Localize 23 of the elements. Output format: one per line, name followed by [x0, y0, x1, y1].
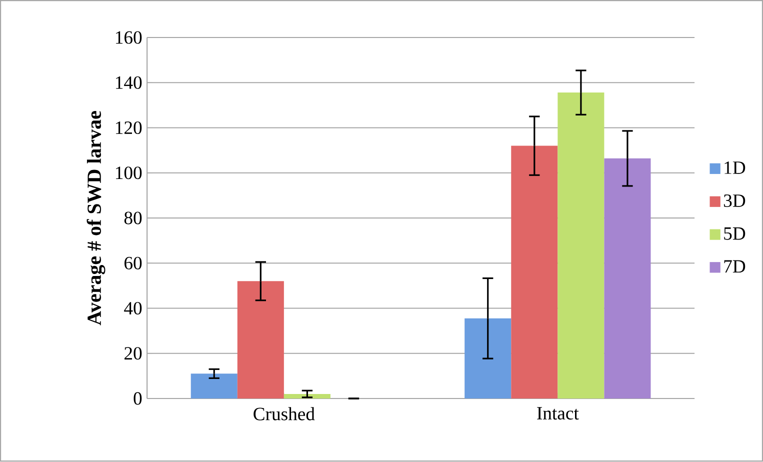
- y-tick-label: 100: [116, 166, 142, 180]
- legend-label: 1D: [724, 162, 746, 174]
- x-tick-label: Intact: [537, 407, 579, 420]
- y-tick-label: 80: [124, 212, 142, 224]
- x-tick-label: Crushed: [254, 407, 315, 421]
- legend-label: 7D: [724, 260, 746, 273]
- legend-label: 5D: [724, 228, 746, 240]
- y-tick-label: 140: [116, 76, 142, 90]
- y-tick-label: 0: [134, 392, 142, 405]
- bar: [284, 394, 330, 399]
- bar: [464, 318, 512, 399]
- bar: [511, 146, 558, 399]
- bar: [558, 92, 604, 399]
- y-tick-label: 160: [116, 31, 142, 44]
- legend-label: 3D: [724, 194, 746, 208]
- bar: [237, 281, 284, 399]
- bar: [190, 374, 238, 399]
- y-tick-label: 60: [124, 257, 142, 270]
- y-tick-label: 120: [116, 122, 142, 134]
- y-tick-label: 40: [124, 302, 142, 315]
- bar: [604, 158, 651, 399]
- y-tick-label: 20: [124, 347, 142, 360]
- y-axis-title: Average # of SWD larvae: [86, 111, 106, 326]
